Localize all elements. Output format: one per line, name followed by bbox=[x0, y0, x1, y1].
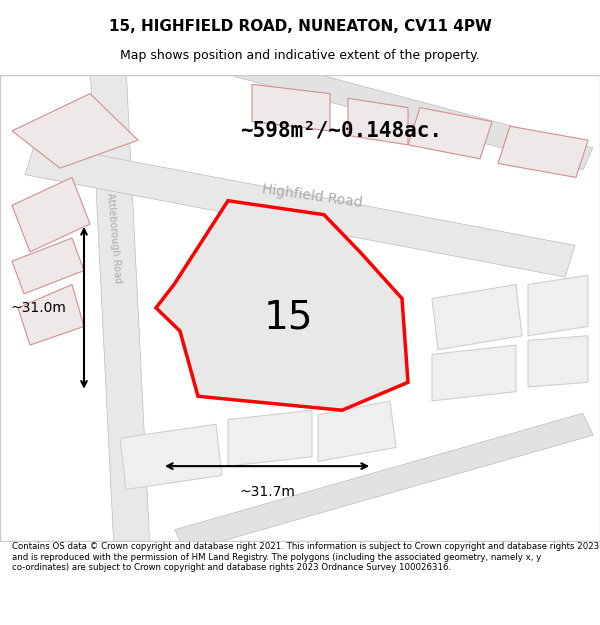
Polygon shape bbox=[18, 284, 84, 345]
Text: 15, HIGHFIELD ROAD, NUNEATON, CV11 4PW: 15, HIGHFIELD ROAD, NUNEATON, CV11 4PW bbox=[109, 19, 491, 34]
Polygon shape bbox=[90, 65, 150, 551]
Polygon shape bbox=[528, 336, 588, 387]
Polygon shape bbox=[12, 94, 138, 168]
Polygon shape bbox=[175, 413, 593, 551]
Polygon shape bbox=[432, 345, 516, 401]
Polygon shape bbox=[432, 284, 522, 350]
Polygon shape bbox=[156, 201, 408, 410]
Polygon shape bbox=[498, 126, 588, 178]
Text: ~31.0m: ~31.0m bbox=[10, 301, 66, 315]
Polygon shape bbox=[348, 98, 408, 145]
Text: Highfield Road: Highfield Road bbox=[261, 182, 363, 210]
Polygon shape bbox=[408, 107, 492, 159]
Text: Map shows position and indicative extent of the property.: Map shows position and indicative extent… bbox=[120, 49, 480, 62]
Polygon shape bbox=[252, 84, 330, 131]
Text: Attleborough Road: Attleborough Road bbox=[105, 192, 123, 284]
Text: ~598m²/~0.148ac.: ~598m²/~0.148ac. bbox=[240, 121, 442, 141]
Polygon shape bbox=[318, 401, 396, 461]
Text: 15: 15 bbox=[263, 298, 313, 336]
Polygon shape bbox=[528, 275, 588, 336]
Text: ~31.7m: ~31.7m bbox=[239, 485, 295, 499]
Polygon shape bbox=[235, 54, 593, 170]
Polygon shape bbox=[12, 238, 84, 294]
Text: Contains OS data © Crown copyright and database right 2021. This information is : Contains OS data © Crown copyright and d… bbox=[12, 542, 599, 572]
Polygon shape bbox=[228, 410, 312, 466]
Polygon shape bbox=[120, 424, 222, 489]
Polygon shape bbox=[25, 143, 575, 277]
Polygon shape bbox=[12, 177, 90, 252]
